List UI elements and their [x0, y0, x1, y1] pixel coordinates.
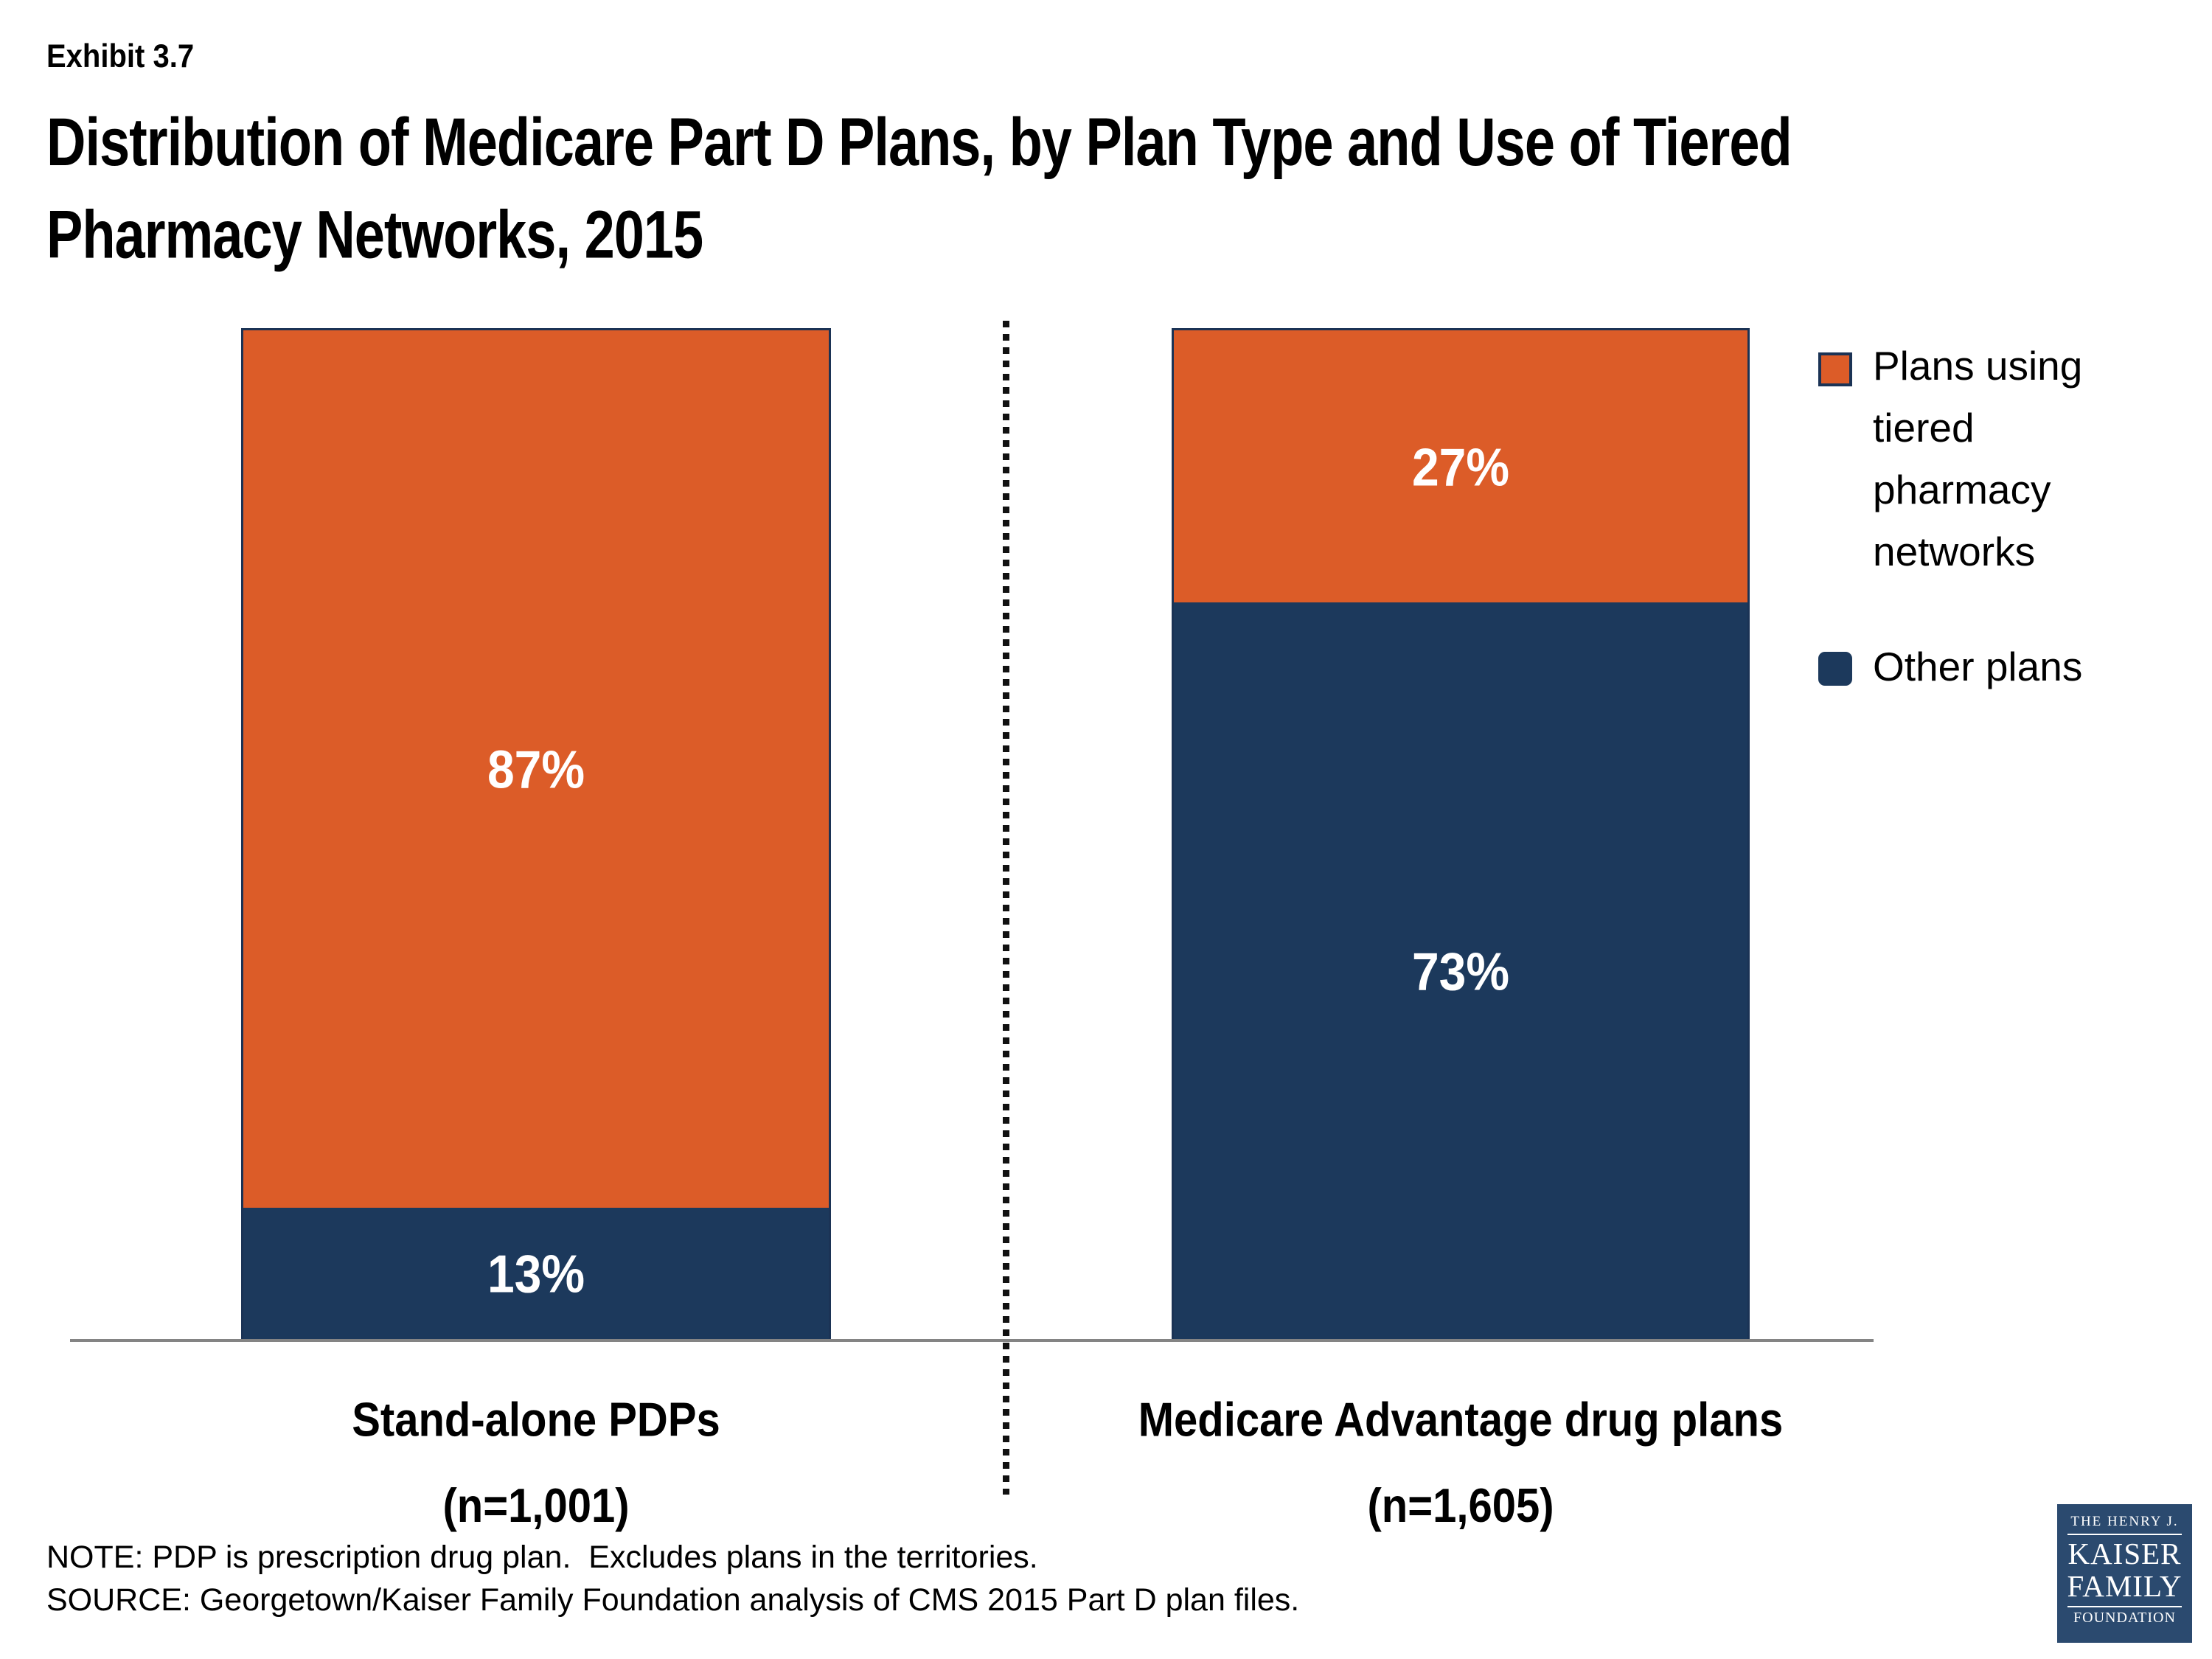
kff-logo-foundation: FOUNDATION	[2073, 1610, 2176, 1626]
kff-logo-kaiser: KAISER	[2067, 1537, 2182, 1571]
chart-title-line2: Pharmacy Networks, 2015	[46, 196, 703, 273]
kff-foundation-logo: THE HENRY J. KAISER FAMILY FOUNDATION	[2057, 1504, 2192, 1643]
bar-standalone-pdps: 87% 13%	[241, 328, 831, 1341]
axis-label-pdp-name: Stand-alone PDPs	[352, 1393, 720, 1447]
dotted-divider-line	[1003, 321, 1009, 1495]
axis-label-standalone-pdps: Stand-alone PDPs (n=1,001)	[241, 1377, 831, 1549]
bar-medicare-advantage: 27% 73%	[1172, 328, 1750, 1341]
bar-medicare-advantage-tiered-segment: 27%	[1174, 330, 1747, 603]
chart-title-line1: Distribution of Medicare Part D Plans, b…	[46, 104, 1792, 181]
bar-medicare-advantage-other-segment: 73%	[1174, 602, 1747, 1339]
axis-label-medicare-advantage: Medicare Advantage drug plans (n=1,605)	[1098, 1377, 1823, 1549]
source-text: SOURCE: Georgetown/Kaiser Family Foundat…	[46, 1582, 1300, 1618]
legend-label-other: Other plans	[1873, 644, 2083, 689]
data-label-pdp-tiered: 87%	[487, 739, 585, 799]
x-axis-baseline	[70, 1339, 1874, 1342]
data-label-ma-tiered: 27%	[1411, 436, 1510, 497]
kff-logo-family: FAMILY	[2067, 1569, 2183, 1603]
kff-logo-rule-bottom	[2067, 1606, 2182, 1607]
legend-swatch-other-icon	[1818, 652, 1852, 686]
bar-standalone-pdps-tiered-segment: 87%	[243, 330, 829, 1208]
axis-label-pdp-n: (n=1,001)	[442, 1478, 630, 1533]
axis-label-ma-name: Medicare Advantage drug plans	[1138, 1393, 1784, 1447]
kff-logo-rule-top	[2067, 1534, 2182, 1535]
legend-label-tiered: Plans using tiered pharmacy networks	[1873, 343, 2083, 574]
kff-logo-henry-j: THE HENRY J.	[2070, 1514, 2179, 1529]
data-label-pdp-other: 13%	[487, 1243, 585, 1304]
exhibit-number: Exhibit 3.7	[46, 38, 195, 75]
bar-standalone-pdps-other-segment: 13%	[243, 1208, 829, 1339]
note-text: NOTE: PDP is prescription drug plan. Exc…	[46, 1540, 1038, 1575]
chart-title: Distribution of Medicare Part D Plans, b…	[46, 96, 2192, 280]
legend-swatch-tiered-icon	[1818, 352, 1852, 386]
data-label-ma-other: 73%	[1411, 940, 1510, 1001]
axis-label-ma-n: (n=1,605)	[1367, 1478, 1554, 1533]
